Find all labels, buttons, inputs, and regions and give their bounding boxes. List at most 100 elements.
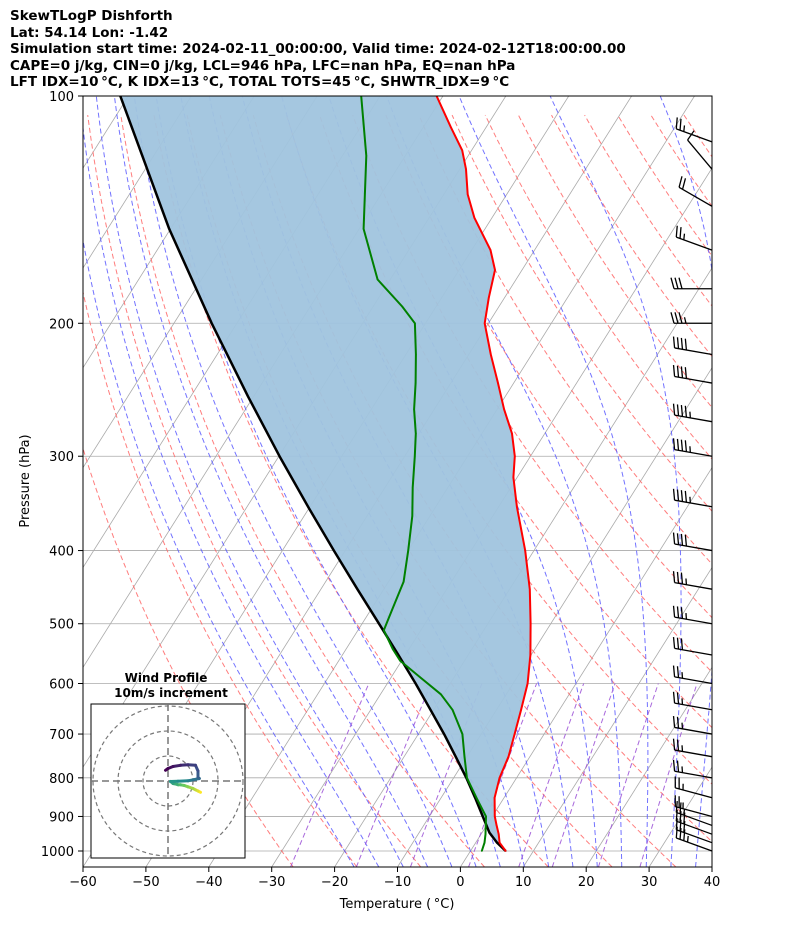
wind-barb [672, 488, 713, 508]
dewpoint-point [475, 796, 478, 799]
barb-half-flag [683, 317, 687, 324]
dry-adiabat [750, 115, 794, 867]
barb-staff [676, 829, 713, 844]
parcel-point [482, 815, 484, 818]
parcel-point [443, 733, 445, 735]
barb-staff [678, 186, 713, 207]
wind-barb [672, 571, 713, 590]
dewpoint-point [414, 322, 416, 325]
barb-flag [674, 277, 679, 289]
barb-staff [674, 499, 713, 508]
dry-adiabat [517, 114, 712, 409]
barb-staff [674, 581, 713, 590]
temperature-point [529, 654, 532, 656]
chart-header: SkewTLogP Dishforth Lat: 54.14 Lon: -1.4… [10, 8, 626, 91]
x-tick-label: 10 [515, 875, 532, 890]
barb-flag [680, 533, 684, 546]
moist-adiabat [281, 96, 574, 867]
x-tick-label: −10 [384, 875, 411, 890]
isotherm [711, 866, 712, 867]
moist-adiabat [113, 96, 429, 867]
profile-lines [119, 96, 532, 852]
dewpoint-point [391, 609, 393, 612]
barb-flag [680, 366, 684, 378]
barb-flag [672, 488, 676, 501]
mixing-ratio-line [639, 683, 698, 867]
barb-flag [672, 336, 676, 348]
barb-half-flag [683, 233, 686, 240]
barb-flag [675, 809, 678, 822]
barb-flag [672, 365, 676, 377]
barb-half-flag [683, 808, 686, 816]
dry-adiabat [617, 114, 712, 257]
barb-flag [681, 178, 687, 190]
wind-barb [672, 716, 713, 735]
barb-flag [672, 532, 676, 545]
x-tick-label: 20 [578, 875, 595, 890]
parcel-point [333, 549, 335, 552]
isotherm [334, 267, 712, 867]
barb-flag [680, 572, 684, 585]
indices-label-1: CAPE=0 j/kg, CIN=0 j/kg, LCL=946 hPa, LF… [10, 57, 516, 74]
barb-flag [672, 759, 676, 772]
dewpoint-point [401, 305, 404, 308]
barb-flag [676, 606, 680, 618]
wind-barb [687, 130, 713, 170]
barb-flag [676, 337, 680, 349]
barb-flag [676, 666, 680, 678]
moist-adiabat [386, 96, 623, 867]
barb-staff [674, 616, 713, 625]
barb-flag [672, 738, 676, 751]
hodograph [91, 704, 245, 858]
temperature-point [473, 217, 476, 219]
dewpoint-point [411, 515, 414, 517]
barb-flag [676, 365, 680, 378]
barb-flag [679, 819, 682, 832]
wind-barb [672, 365, 713, 384]
temperature-point [494, 815, 496, 818]
barb-flag [679, 811, 682, 823]
barb-flag [679, 827, 682, 840]
temperature-point [514, 455, 516, 458]
y-tick-label: 300 [49, 450, 74, 465]
time-label: Simulation start time: 2024-02-11_00:00:… [10, 41, 626, 58]
moist-adiabat [133, 96, 453, 867]
wind-barb [675, 809, 713, 835]
barb-flag [675, 117, 678, 129]
wind-barb [672, 403, 713, 423]
moist-adiabat [720, 96, 777, 867]
temperature-point [529, 588, 531, 590]
barb-half-flag [686, 835, 689, 843]
y-tick-label: 400 [49, 545, 74, 560]
barb-flag [679, 118, 682, 131]
temperature-point [483, 322, 486, 325]
wind-profile-inset: Wind Profile 10m/s increment [90, 671, 246, 859]
x-tick-label: −60 [69, 875, 96, 890]
barb-staff [674, 749, 713, 758]
y-tick-label: 500 [49, 618, 74, 633]
barb-flag [672, 403, 676, 416]
x-tick-label: −30 [258, 875, 285, 890]
temperature-point [498, 841, 501, 844]
barb-flag [676, 438, 680, 451]
inset-subtitle: 10m/s increment [114, 686, 228, 700]
barb-flag [680, 439, 684, 452]
temperature-point [497, 382, 499, 384]
wind-barb [672, 605, 713, 625]
barb-flag [670, 277, 675, 289]
barb-staff [674, 770, 713, 779]
temperature-point [504, 850, 507, 852]
temperature-point [512, 476, 515, 479]
dewpoint-point [463, 755, 466, 758]
y-tick-label: 700 [49, 728, 74, 743]
indices-label-2: LFT IDX=10 °C, K IDX=13 °C, TOTAL TOTS=4… [10, 74, 510, 91]
wind-barb [672, 691, 713, 711]
y-tick-label: 900 [49, 810, 74, 825]
isotherm [648, 766, 712, 867]
barb-flag [676, 760, 680, 772]
barb-staff [675, 787, 713, 799]
dewpoint-point [414, 382, 417, 384]
barb-flag [672, 636, 676, 649]
dry-adiabat [83, 446, 294, 867]
y-tick-label: 1000 [41, 845, 74, 860]
